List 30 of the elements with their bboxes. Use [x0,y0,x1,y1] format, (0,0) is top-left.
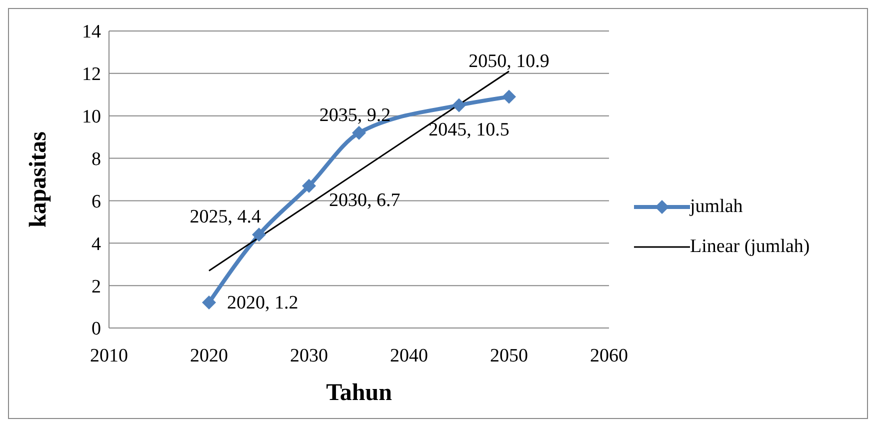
x-tick-label: 2030 [290,345,328,366]
y-tick-label: 12 [82,64,101,86]
x-tick-label: 2040 [390,345,428,366]
point [202,296,216,310]
legend-label: jumlah [690,196,743,218]
y-tick-label: 6 [92,191,101,212]
x-axis-title: Tahun [326,380,392,406]
data-label: 2020, 1.2 [227,292,298,314]
point [252,228,266,242]
y-tick-label: 10 [82,106,101,128]
y-tick-label: 2 [92,276,101,298]
point [302,178,316,193]
point [452,98,466,112]
point [352,126,366,140]
data-label: 2050, 10.9 [468,50,550,72]
x-tick-label: 2050 [490,345,528,366]
y-axis-title: kapasitas [26,131,52,228]
data-label: 2025, 4.4 [190,206,262,228]
x-tick-label: 2020 [190,345,228,366]
data-label: 2035, 9.2 [319,104,391,126]
point [502,90,516,104]
data-label: 2045, 10.5 [428,119,510,140]
legend-label: Linear (jumlah) [690,236,810,258]
data-label: 2030, 6.7 [329,190,400,211]
x-tick-label: 2060 [590,345,628,366]
y-tick-label: 14 [82,22,102,43]
y-tick-label: 8 [92,149,101,170]
y-tick-label: 0 [92,318,101,340]
x-tick-label: 2010 [90,345,128,366]
y-tick-label: 4 [92,234,102,255]
